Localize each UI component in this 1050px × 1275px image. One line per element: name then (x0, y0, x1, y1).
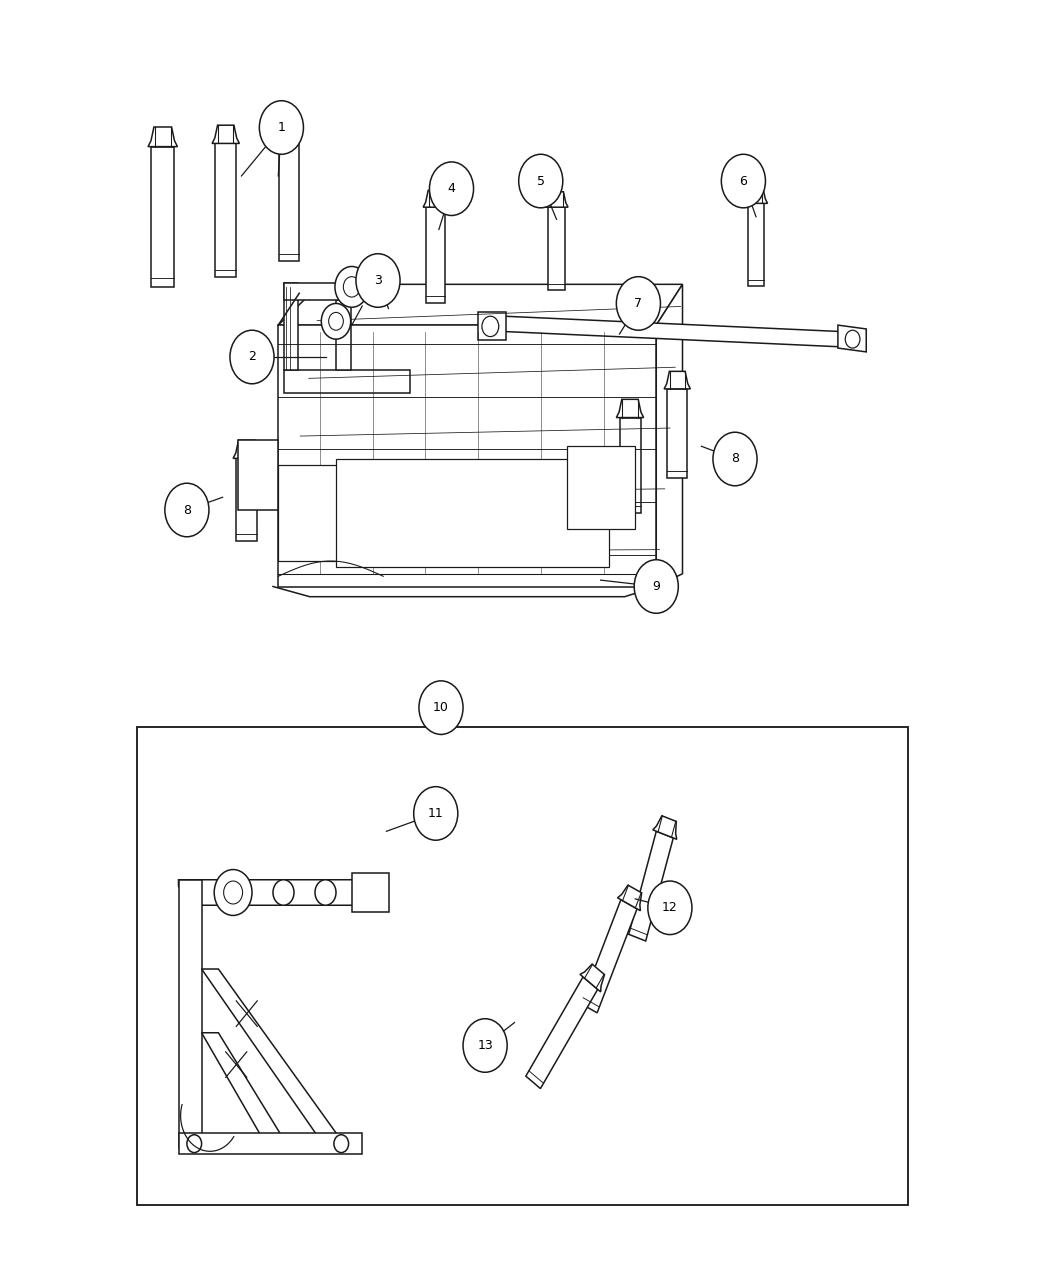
Polygon shape (202, 1033, 289, 1148)
Polygon shape (744, 187, 768, 203)
Circle shape (343, 277, 360, 297)
Circle shape (519, 154, 563, 208)
Polygon shape (423, 190, 448, 208)
Circle shape (230, 330, 274, 384)
Circle shape (315, 880, 336, 905)
Polygon shape (336, 300, 351, 370)
Polygon shape (275, 116, 302, 134)
Circle shape (713, 432, 757, 486)
Polygon shape (426, 208, 445, 302)
Polygon shape (148, 128, 177, 147)
Text: 10: 10 (433, 701, 449, 714)
Polygon shape (278, 465, 378, 561)
Circle shape (482, 316, 499, 337)
Circle shape (356, 254, 400, 307)
Circle shape (845, 330, 860, 348)
Polygon shape (567, 446, 635, 529)
Circle shape (419, 681, 463, 734)
Circle shape (648, 881, 692, 935)
Circle shape (429, 162, 474, 215)
Circle shape (414, 787, 458, 840)
Text: 5: 5 (537, 175, 545, 187)
Text: 3: 3 (374, 274, 382, 287)
Polygon shape (491, 316, 861, 349)
Circle shape (214, 870, 252, 915)
Polygon shape (151, 147, 174, 287)
Polygon shape (212, 125, 239, 144)
Text: 1: 1 (277, 121, 286, 134)
Polygon shape (352, 873, 388, 912)
Polygon shape (233, 440, 260, 459)
Polygon shape (284, 283, 351, 300)
Polygon shape (202, 969, 346, 1148)
Circle shape (187, 1135, 202, 1153)
Polygon shape (279, 134, 299, 261)
Polygon shape (278, 284, 682, 325)
Text: 7: 7 (634, 297, 643, 310)
Polygon shape (278, 325, 656, 586)
Text: 11: 11 (428, 807, 443, 820)
Circle shape (224, 881, 243, 904)
Polygon shape (178, 1133, 362, 1154)
Circle shape (634, 560, 678, 613)
Circle shape (616, 277, 660, 330)
Polygon shape (336, 459, 609, 567)
Polygon shape (178, 880, 202, 1148)
Circle shape (259, 101, 303, 154)
Polygon shape (178, 880, 383, 905)
Polygon shape (581, 900, 637, 1012)
Circle shape (321, 303, 351, 339)
Text: 8: 8 (731, 453, 739, 465)
Text: 12: 12 (662, 901, 678, 914)
Polygon shape (653, 816, 677, 839)
Circle shape (334, 1135, 349, 1153)
Text: 13: 13 (477, 1039, 493, 1052)
Polygon shape (629, 831, 673, 941)
Polygon shape (215, 144, 236, 278)
Bar (136, 727, 908, 1205)
Text: 8: 8 (183, 504, 191, 516)
Polygon shape (616, 399, 644, 418)
Circle shape (721, 154, 765, 208)
Text: 6: 6 (739, 175, 748, 187)
Polygon shape (236, 459, 257, 541)
Text: 4: 4 (447, 182, 456, 195)
Polygon shape (478, 312, 506, 340)
Polygon shape (838, 325, 866, 352)
Circle shape (329, 312, 343, 330)
Circle shape (335, 266, 369, 307)
Polygon shape (580, 964, 605, 992)
Polygon shape (548, 208, 565, 289)
Polygon shape (656, 284, 682, 586)
Polygon shape (748, 203, 764, 287)
Polygon shape (238, 440, 278, 510)
Polygon shape (545, 191, 568, 208)
Circle shape (463, 1019, 507, 1072)
Circle shape (165, 483, 209, 537)
Polygon shape (526, 977, 597, 1089)
Text: 2: 2 (248, 351, 256, 363)
Polygon shape (284, 370, 410, 393)
Polygon shape (668, 389, 687, 478)
Text: 9: 9 (652, 580, 660, 593)
Polygon shape (620, 418, 640, 514)
Polygon shape (665, 371, 691, 389)
Circle shape (273, 880, 294, 905)
Polygon shape (284, 283, 298, 370)
Polygon shape (617, 885, 642, 910)
